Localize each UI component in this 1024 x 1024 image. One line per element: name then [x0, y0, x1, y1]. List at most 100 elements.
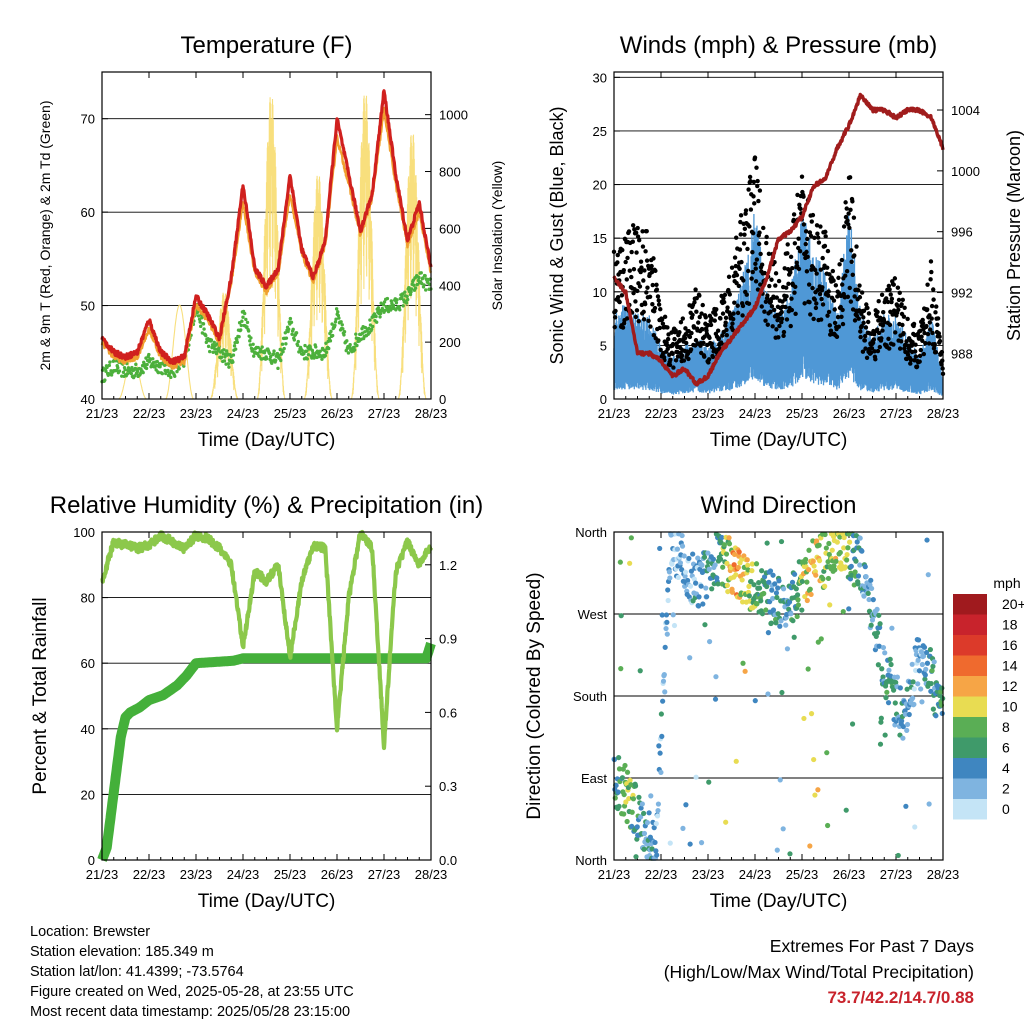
dewpoint-point: [342, 330, 347, 334]
direction-point: [731, 562, 737, 568]
direction-point: [916, 668, 923, 674]
legend-label: 16: [1002, 637, 1018, 653]
x-tick-label: 25/23: [274, 867, 307, 882]
direction-point: [680, 825, 686, 831]
gust-point: [784, 317, 790, 322]
direction-point: [657, 545, 663, 552]
x-axis-label: Time (Day/UTC): [710, 430, 848, 451]
gust-point: [928, 327, 933, 332]
plot-frame: [101, 71, 432, 400]
x-tick-label: 27/23: [880, 406, 913, 421]
gust-point: [788, 323, 793, 329]
gust-point: [845, 218, 850, 223]
gust-point: [865, 319, 871, 325]
gust-point: [770, 324, 775, 329]
dewpoint-point: [244, 317, 248, 322]
direction-point: [646, 810, 652, 816]
direction-point: [740, 660, 746, 666]
direction-point: [902, 711, 909, 717]
direction-point: [654, 852, 660, 858]
gust-point: [654, 287, 660, 292]
gust-point: [920, 338, 925, 344]
gust-point: [834, 334, 840, 340]
y2-tick-label: 0.0: [439, 853, 457, 868]
gust-point: [630, 239, 635, 244]
gust-point: [893, 330, 898, 335]
direction-point: [633, 854, 639, 860]
panel-title: Relative Humidity (%) & Precipitation (i…: [50, 492, 483, 519]
gust-point: [723, 320, 728, 325]
dewpoint-point: [222, 348, 226, 352]
gust-point: [633, 299, 638, 304]
gust-point: [911, 321, 917, 327]
direction-point: [799, 607, 805, 613]
direction-point: [876, 643, 882, 649]
x-tick-label: 21/23: [598, 406, 631, 421]
y-tick-label: North: [575, 853, 607, 868]
direction-point: [922, 672, 928, 678]
dewpoint-point: [323, 353, 328, 358]
extremes-values: 73.7/42.2/14.7/0.88: [827, 988, 974, 1007]
dewpoint-point: [283, 331, 287, 335]
gust-point: [738, 232, 743, 237]
gust-point: [796, 236, 801, 241]
direction-point: [667, 575, 673, 581]
gust-point: [792, 241, 798, 246]
dewpoint-point: [166, 368, 170, 373]
direction-point: [735, 564, 741, 571]
dewpoint-point: [252, 354, 256, 358]
dewpoint-point: [260, 345, 264, 349]
gust-point: [920, 317, 925, 323]
direction-point: [690, 551, 696, 557]
direction-point: [810, 558, 816, 564]
direction-point: [909, 661, 915, 667]
gust-point: [839, 257, 845, 263]
gust-point: [849, 248, 854, 253]
gust-point: [931, 297, 936, 302]
direction-point: [841, 545, 847, 551]
direction-point: [825, 575, 832, 582]
gust-point: [805, 254, 810, 260]
dewpoint-point: [378, 315, 382, 319]
gust-point: [709, 341, 714, 346]
direction-point: [927, 646, 934, 653]
gust-point: [824, 265, 830, 270]
dewpoint-point: [391, 303, 396, 308]
gust-point: [929, 303, 935, 309]
direction-point: [900, 735, 906, 741]
gust-point: [718, 316, 723, 321]
dewpoint-point: [376, 306, 381, 310]
gust-point: [826, 309, 832, 315]
direction-point: [820, 576, 826, 582]
y-tick-label: 20: [81, 787, 95, 802]
direction-point: [911, 686, 917, 692]
gust-point: [759, 262, 765, 267]
gust-point: [795, 192, 800, 198]
direction-point: [903, 803, 909, 809]
direction-point: [629, 823, 635, 830]
gust-point: [848, 207, 853, 212]
y2-tick-label: 800: [439, 165, 461, 180]
direction-point: [865, 590, 871, 596]
direction-point: [651, 825, 657, 831]
direction-point: [736, 549, 742, 555]
dewpoint-point: [330, 333, 335, 338]
direction-point: [891, 687, 897, 693]
direction-point: [912, 824, 918, 830]
gust-point: [909, 343, 914, 348]
gust-point: [762, 270, 767, 276]
x-tick-label: 26/23: [321, 867, 354, 882]
legend-label: 4: [1002, 760, 1010, 776]
y-axis-label: Sonic Wind & Gust (Blue, Black): [547, 106, 567, 364]
dewpoint-point: [369, 327, 374, 331]
gust-point: [801, 194, 806, 199]
dewpoint-point: [233, 347, 238, 351]
gust-point: [779, 316, 785, 322]
panel-title: Wind Direction: [700, 492, 856, 519]
direction-point: [799, 578, 805, 585]
dewpoint-point: [240, 319, 244, 323]
gust-point: [864, 302, 869, 307]
direction-point: [655, 801, 662, 807]
gust-point: [924, 323, 929, 329]
dewpoint-point: [341, 327, 345, 331]
